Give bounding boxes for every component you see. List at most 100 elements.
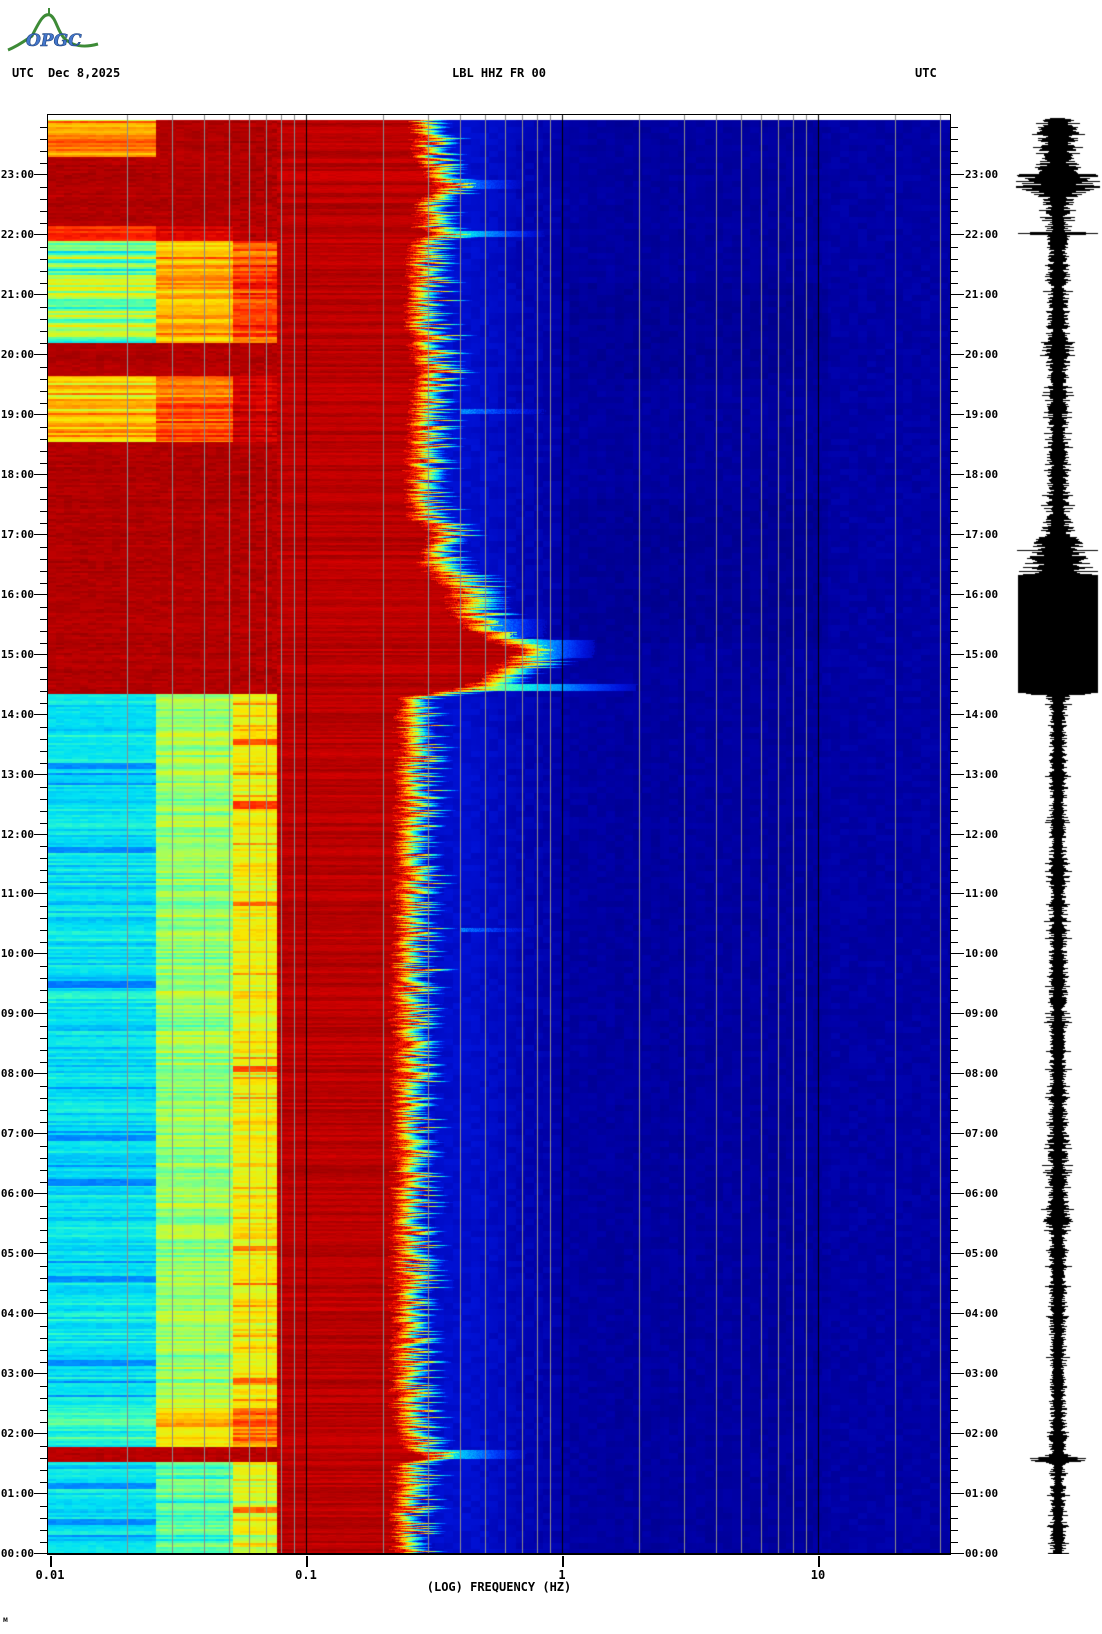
y-minor-tick-left	[40, 606, 48, 608]
y-hour-label-right: 10:00	[965, 947, 999, 961]
y-hour-label-right: 22:00	[965, 227, 999, 241]
y-minor-tick-right	[950, 1506, 958, 1508]
y-minor-tick-right	[950, 390, 958, 392]
y-minor-tick-left	[40, 918, 48, 920]
y-hour-label-right: 20:00	[965, 347, 999, 361]
y-minor-tick-left	[40, 126, 48, 128]
y-major-tick-right	[950, 1073, 964, 1075]
y-minor-tick-right	[950, 882, 958, 884]
y-minor-tick-left	[40, 678, 48, 680]
y-minor-tick-left	[40, 1338, 48, 1340]
y-minor-tick-left	[40, 870, 48, 872]
y-minor-tick-right	[950, 246, 958, 248]
y-minor-tick-left	[40, 1050, 48, 1052]
y-minor-tick-right	[950, 738, 958, 740]
y-hour-label-left: 10:00	[0, 947, 34, 961]
y-major-tick-left	[34, 1013, 48, 1015]
y-minor-tick-left	[40, 702, 48, 704]
y-major-tick-right	[950, 1133, 964, 1135]
y-hour-label-left: 04:00	[0, 1307, 34, 1321]
y-hour-label-left: 15:00	[0, 647, 34, 661]
y-minor-tick-right	[950, 1386, 958, 1388]
y-minor-tick-left	[40, 330, 48, 332]
y-minor-tick-left	[40, 246, 48, 248]
y-minor-tick-right	[950, 810, 958, 812]
y-minor-tick-left	[40, 570, 48, 572]
y-major-tick-left	[34, 773, 48, 775]
y-minor-tick-right	[950, 762, 958, 764]
y-minor-tick-right	[950, 1410, 958, 1412]
y-hour-label-left: 03:00	[0, 1367, 34, 1381]
y-minor-tick-left	[40, 366, 48, 368]
y-major-tick-right	[950, 773, 964, 775]
y-major-tick-right	[950, 1313, 964, 1315]
y-minor-tick-right	[950, 1362, 958, 1364]
y-minor-tick-right	[950, 906, 958, 908]
y-hour-label-right: 07:00	[965, 1127, 999, 1141]
y-minor-tick-right	[950, 1266, 958, 1268]
y-hour-label-left: 16:00	[0, 587, 34, 601]
y-minor-tick-left	[40, 558, 48, 560]
y-minor-tick-left	[40, 1362, 48, 1364]
y-hour-label-left: 14:00	[0, 707, 34, 721]
y-minor-tick-right	[950, 330, 958, 332]
y-hour-label-left: 11:00	[0, 887, 34, 901]
y-minor-tick-right	[950, 1542, 958, 1543]
y-minor-tick-left	[40, 1242, 48, 1244]
y-hour-label-right: 00:00	[965, 1547, 999, 1560]
y-major-tick-right	[950, 833, 964, 835]
y-minor-tick-left	[40, 1026, 48, 1028]
y-minor-tick-right	[950, 786, 958, 788]
y-minor-tick-right	[950, 702, 958, 704]
y-hour-label-left: 19:00	[0, 407, 34, 421]
y-minor-tick-right	[950, 978, 958, 980]
y-minor-tick-right	[950, 222, 958, 224]
y-hour-label-right: 06:00	[965, 1187, 999, 1201]
y-minor-tick-left	[40, 1098, 48, 1100]
y-minor-tick-right	[950, 426, 958, 428]
y-minor-tick-left	[40, 1230, 48, 1232]
x-axis-label: (LOG) FREQUENCY (HZ)	[426, 1580, 572, 1594]
y-minor-tick-right	[950, 1170, 958, 1172]
y-major-tick-left	[34, 353, 48, 355]
y-major-tick-right	[950, 353, 964, 355]
y-minor-tick-left	[40, 1038, 48, 1040]
y-minor-tick-right	[950, 486, 958, 488]
y-minor-tick-right	[950, 1326, 958, 1328]
y-hour-label-right: 18:00	[965, 467, 999, 481]
y-major-tick-left	[34, 533, 48, 535]
y-minor-tick-right	[950, 618, 958, 620]
y-hour-label-left: 23:00	[0, 167, 34, 181]
y-minor-tick-right	[950, 1038, 958, 1040]
x-decade-tick	[50, 1556, 52, 1567]
y-minor-tick-right	[950, 270, 958, 272]
y-major-tick-right	[950, 653, 964, 655]
y-minor-tick-right	[950, 1302, 958, 1304]
y-minor-tick-left	[40, 486, 48, 488]
y-minor-tick-right	[950, 1146, 958, 1148]
y-hour-label-right: 21:00	[965, 287, 999, 301]
y-minor-tick-right	[950, 1482, 958, 1484]
y-major-tick-right	[950, 1253, 964, 1255]
y-minor-tick-left	[40, 1218, 48, 1220]
y-minor-tick-left	[40, 1482, 48, 1484]
y-hour-label-left: 05:00	[0, 1247, 34, 1261]
y-hour-label-right: 14:00	[965, 707, 999, 721]
y-minor-tick-left	[40, 1326, 48, 1328]
y-minor-tick-left	[40, 810, 48, 812]
y-minor-tick-right	[950, 1242, 958, 1244]
y-major-tick-left	[34, 1133, 48, 1135]
y-minor-tick-right	[950, 1446, 958, 1448]
y-minor-tick-right	[950, 1470, 958, 1472]
y-minor-tick-left	[40, 210, 48, 212]
y-minor-tick-left	[40, 858, 48, 860]
utc-label-left: UTC	[12, 66, 34, 80]
y-minor-tick-right	[950, 1218, 958, 1220]
y-minor-tick-right	[950, 366, 958, 368]
y-major-tick-left	[34, 1253, 48, 1255]
y-minor-tick-right	[950, 438, 958, 440]
y-minor-tick-left	[40, 1302, 48, 1304]
y-minor-tick-right	[950, 1398, 958, 1400]
y-minor-tick-left	[40, 1146, 48, 1148]
